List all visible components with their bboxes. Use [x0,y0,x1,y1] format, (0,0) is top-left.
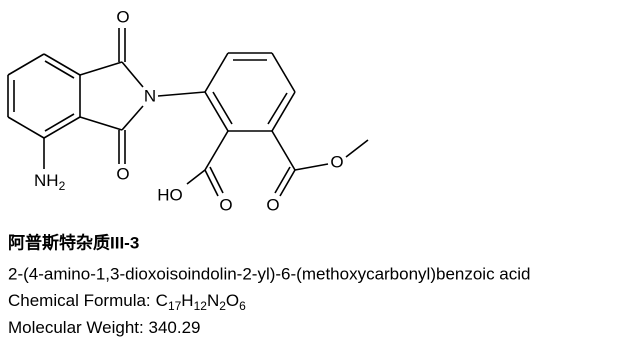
atom-label: N [144,86,156,105]
atom-label: HO [157,185,183,204]
formula-subscript: 17 [168,299,182,313]
atom-label: O [116,164,129,183]
formula-element: C [156,291,168,310]
chemical-formula: Chemical Formula: C17H12N2O6 [8,291,246,313]
formula-subscript: 12 [194,299,208,313]
formula-subscript: 2 [219,299,226,313]
atom-label: O [330,152,343,171]
atom-label: O [116,7,129,26]
weight-value: 340.29 [148,318,200,337]
compound-name: 2-(4-amino-1,3-dioxoisoindolin-2-yl)-6-(… [8,264,531,283]
atom-subscript: 2 [59,179,66,193]
atom-label: O [266,195,279,214]
formula-label: Chemical Formula: [8,291,151,310]
atom-text: NH [34,171,59,190]
atom-label: O [219,195,232,214]
formula-element: O [226,291,239,310]
formula-subscript: 6 [239,299,246,313]
atom-label: NH2 [34,171,66,193]
weight-label: Molecular Weight: [8,318,144,337]
compound-title: 阿普斯特杂质III-3 [8,232,139,252]
formula-element: H [181,291,193,310]
formula-element: N [207,291,219,310]
structure [7,28,369,197]
molecular-weight: Molecular Weight: 340.29 [8,318,200,337]
